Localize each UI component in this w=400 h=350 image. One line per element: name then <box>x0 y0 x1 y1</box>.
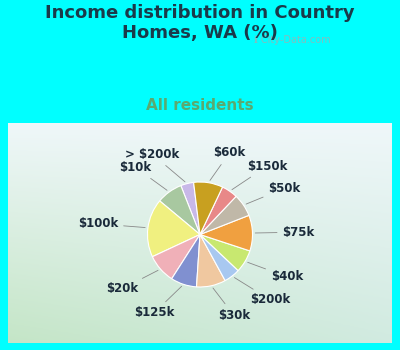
Text: $10k: $10k <box>120 161 167 190</box>
Text: $20k: $20k <box>106 270 158 295</box>
Text: $125k: $125k <box>134 286 182 320</box>
Text: $100k: $100k <box>78 217 145 230</box>
Text: $200k: $200k <box>234 278 291 307</box>
Text: $60k: $60k <box>210 146 246 180</box>
Text: $30k: $30k <box>213 288 250 322</box>
Wedge shape <box>172 234 200 287</box>
Text: Income distribution in Country
Homes, WA (%): Income distribution in Country Homes, WA… <box>45 4 355 42</box>
Text: $150k: $150k <box>232 160 287 190</box>
Text: $50k: $50k <box>246 182 301 204</box>
Wedge shape <box>160 186 200 234</box>
Wedge shape <box>148 201 200 257</box>
Text: $40k: $40k <box>248 262 303 283</box>
Wedge shape <box>200 234 238 281</box>
Wedge shape <box>200 234 250 271</box>
Wedge shape <box>196 234 225 287</box>
Text: All residents: All residents <box>146 98 254 113</box>
Wedge shape <box>181 182 200 234</box>
Wedge shape <box>200 187 236 234</box>
Wedge shape <box>200 215 252 251</box>
Text: ℹ City-Data.com: ℹ City-Data.com <box>254 35 330 45</box>
Wedge shape <box>152 234 200 279</box>
Wedge shape <box>194 182 222 234</box>
Text: > $200k: > $200k <box>126 148 185 182</box>
Wedge shape <box>200 196 249 234</box>
Text: $75k: $75k <box>255 226 315 239</box>
